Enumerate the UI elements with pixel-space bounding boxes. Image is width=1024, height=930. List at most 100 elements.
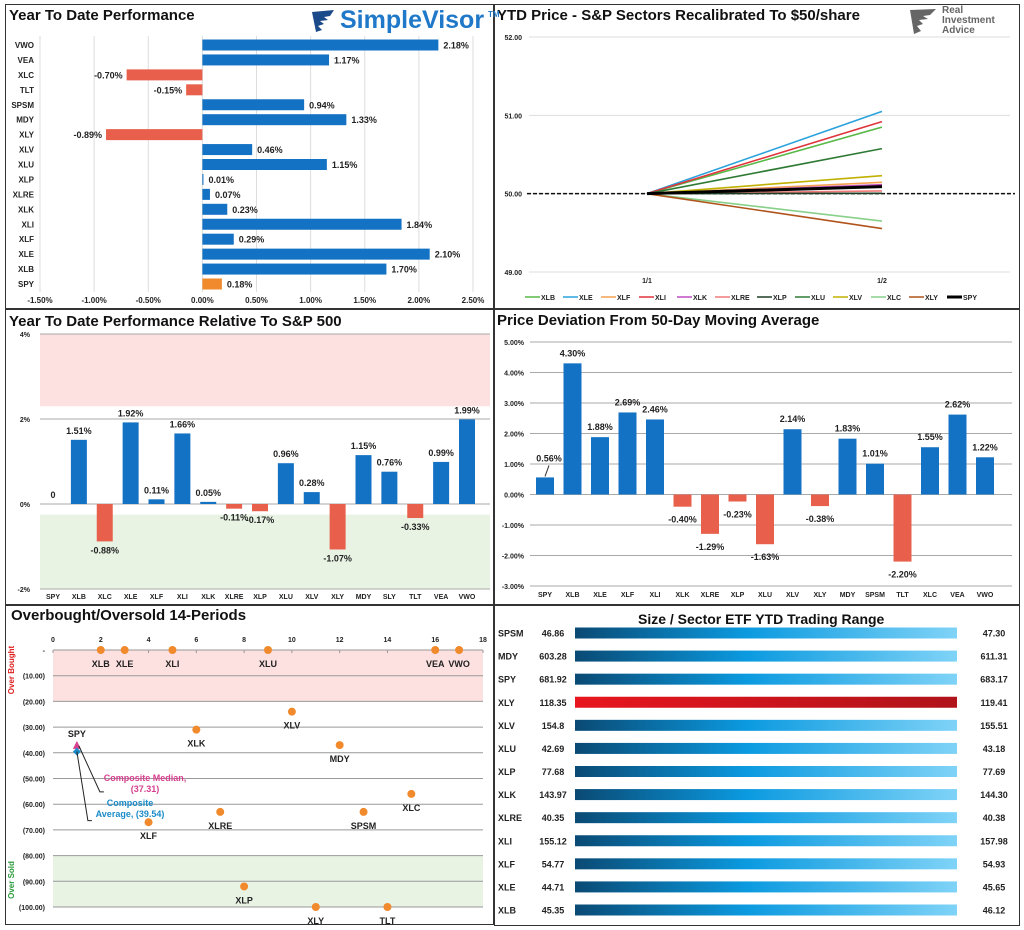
- bar: [202, 263, 387, 275]
- x-tick-label: 18: [479, 637, 487, 644]
- legend-label: XLV: [849, 295, 862, 302]
- legend-label: XLF: [617, 295, 631, 302]
- range-low-value: 681.92: [539, 675, 567, 685]
- ticker-label: XLU: [498, 744, 516, 754]
- category-label: XLI: [22, 220, 34, 229]
- x-tick-label: 0.50%: [245, 296, 268, 305]
- label-leader: [544, 465, 550, 477]
- range-low-value: 143.97: [539, 790, 567, 800]
- bar: [646, 419, 664, 495]
- x-tick-label: 1/1: [642, 278, 652, 285]
- data-label: 0.99%: [428, 448, 454, 458]
- data-label: 1.01%: [862, 449, 888, 459]
- data-label: 1.15%: [351, 441, 377, 451]
- range-high-value: 155.51: [980, 721, 1008, 731]
- simplevisor-logo: SimpleVisor TM: [310, 6, 500, 35]
- ticker-label: SPSM: [498, 629, 524, 639]
- category-label: VWO: [459, 594, 476, 601]
- bar: [174, 433, 191, 504]
- x-tick-label: 8: [242, 637, 246, 644]
- data-label: 1.17%: [334, 55, 360, 65]
- category-label: XLB: [72, 594, 86, 601]
- point-vea: [431, 646, 440, 654]
- range-bar-xli: [575, 835, 957, 847]
- bar: [202, 173, 204, 185]
- range-bar-mdy: [575, 650, 957, 662]
- data-label: -0.70%: [94, 70, 123, 80]
- category-label: XLB: [566, 592, 580, 599]
- ticker-label: XLV: [498, 721, 515, 731]
- category-label: XLK: [676, 592, 690, 599]
- range-bar-xly: [575, 696, 957, 708]
- ticker-label: SPY: [498, 675, 516, 685]
- average-leader: [76, 751, 92, 822]
- bar: [148, 499, 165, 504]
- y-tick-label: (50.00): [23, 777, 45, 784]
- y-tick-label: 0.00%: [504, 493, 525, 500]
- x-tick-label: 16: [431, 637, 439, 644]
- x-tick-label: 6: [194, 637, 198, 644]
- y-tick-label: (30.00): [23, 725, 45, 732]
- range-bar-spsm: [575, 627, 957, 639]
- data-label: 1.51%: [66, 426, 92, 436]
- range-high-value: 40.38: [983, 813, 1006, 823]
- category-label: TLT: [20, 86, 34, 95]
- y-tick-label: -1.00%: [502, 523, 525, 530]
- category-label: XLRE: [13, 190, 35, 199]
- y-tick-label: (40.00): [23, 751, 45, 758]
- data-label: 1.70%: [391, 265, 417, 275]
- point-label: XLF: [140, 831, 158, 841]
- range-bar-xle: [575, 881, 957, 893]
- ticker-label: XLI: [498, 836, 512, 846]
- data-label: 0.28%: [299, 478, 325, 488]
- range-low-value: 46.86: [542, 629, 565, 639]
- point-vwo: [455, 646, 464, 654]
- category-label: XLF: [150, 594, 164, 601]
- y-tick-label: 50.00: [504, 192, 522, 199]
- range-bar-xlf: [575, 858, 957, 870]
- x-tick-label: 1.00%: [299, 296, 322, 305]
- range-low-value: 154.8: [542, 721, 565, 731]
- point-spsm: [359, 807, 368, 816]
- data-label: 0: [50, 490, 55, 500]
- point-tlt: [383, 903, 392, 911]
- data-label: 0.56%: [536, 453, 562, 463]
- y-tick-label: (80.00): [23, 854, 45, 861]
- bar: [866, 463, 884, 495]
- data-label: 0.23%: [232, 205, 258, 215]
- y-tick-label: (100.00): [19, 905, 45, 912]
- category-label: SPY: [18, 280, 35, 289]
- simplevisor-wordmark: SimpleVisor: [340, 6, 485, 34]
- bar: [122, 422, 139, 504]
- data-label: -1.63%: [751, 552, 780, 562]
- category-label: TLT: [896, 592, 909, 599]
- category-label: XLB: [18, 265, 34, 274]
- legend-label: XLY: [925, 295, 938, 302]
- point-label: MDY: [330, 754, 350, 764]
- range-high-value: 683.17: [980, 675, 1008, 685]
- y-tick-label: 4.00%: [504, 371, 525, 378]
- bar: [70, 439, 87, 504]
- bar: [563, 363, 582, 495]
- point-mdy: [335, 741, 344, 750]
- x-tick-label: 10: [288, 637, 296, 644]
- data-label: 2.46%: [642, 404, 668, 414]
- point-label: VEA: [426, 659, 445, 669]
- bar: [407, 504, 424, 519]
- panel-recalibrated-prices: [494, 4, 1020, 309]
- range-high-value: 46.12: [983, 906, 1006, 916]
- range-low-value: 40.35: [542, 813, 565, 823]
- point-label: XLP: [235, 895, 253, 905]
- series-line-xlc: [646, 192, 883, 222]
- series-line-xle: [646, 110, 883, 195]
- data-label: 2.14%: [780, 414, 806, 424]
- data-label: -0.17%: [246, 515, 275, 525]
- ticker-label: XLP: [498, 767, 516, 777]
- ticker-label: MDY: [498, 652, 518, 662]
- y-tick-label: 2.00%: [504, 432, 525, 439]
- category-label: XLE: [18, 250, 34, 259]
- point-xlre: [216, 807, 225, 816]
- obos-title: Overbought/Oversold 14-Periods: [11, 607, 247, 624]
- x-tick-label: 1/2: [877, 278, 887, 285]
- y-tick-label: 3.00%: [504, 401, 525, 408]
